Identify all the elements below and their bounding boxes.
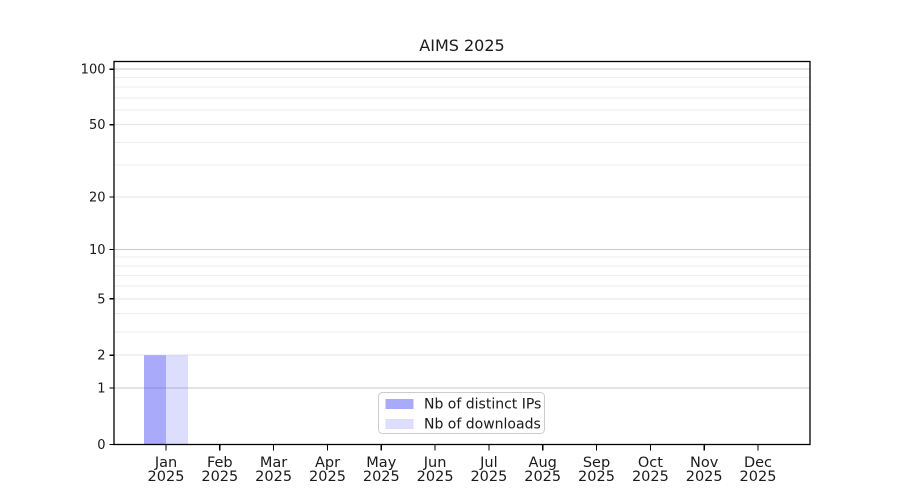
legend: Nb of distinct IPs Nb of downloads	[378, 392, 545, 434]
major-gridlines	[114, 68, 810, 389]
x-tick-label-dec: Dec	[744, 455, 772, 471]
x-tick-year-mar: 2025	[255, 469, 292, 485]
x-tick-year-sep: 2025	[578, 469, 615, 485]
y-tick-label-100: 100	[81, 63, 106, 78]
legend-label-distinct-ips: Nb of distinct IPs	[424, 397, 541, 413]
y-tick-label-5: 5	[97, 292, 105, 307]
x-tick-label-apr: Apr	[315, 455, 340, 471]
y-tick-label-0: 0	[97, 438, 105, 453]
x-tick-label-jan: Jan	[154, 455, 177, 471]
x-tick-year-may: 2025	[363, 469, 400, 485]
bar-nb-of-distinct-ips-jan	[144, 355, 166, 445]
x-tick-label-jul: Jul	[479, 455, 498, 471]
x-tick-label-feb: Feb	[207, 455, 233, 471]
x-tick-year-jan: 2025	[148, 469, 185, 485]
x-tick-year-feb: 2025	[201, 469, 238, 485]
legend-swatch-distinct-ips	[385, 399, 414, 409]
x-tick-year-oct: 2025	[632, 469, 669, 485]
y-tick-label-1: 1	[97, 382, 105, 397]
legend-label-downloads: Nb of downloads	[424, 417, 541, 433]
x-tick-year-aug: 2025	[524, 469, 561, 485]
x-tick-year-dec: 2025	[740, 469, 777, 485]
x-axis: Jan2025Feb2025Mar2025Apr2025May2025Jun20…	[148, 444, 777, 485]
y-tick-label-20: 20	[89, 190, 106, 205]
plot-border	[113, 60, 811, 446]
x-tick-label-may: May	[366, 455, 396, 471]
x-tick-label-oct: Oct	[638, 455, 663, 471]
minor-gridlines	[114, 77, 810, 333]
y-tick-label-10: 10	[89, 243, 106, 258]
chart-title: AIMS 2025	[419, 36, 504, 55]
y-tick-label-2: 2	[97, 349, 105, 364]
bars-layer	[144, 355, 188, 445]
bar-nb-of-downloads-jan	[166, 355, 188, 445]
y-axis: 0 1 2 5 10 20 50 100	[81, 63, 114, 453]
x-tick-year-nov: 2025	[686, 469, 723, 485]
x-tick-label-aug: Aug	[529, 455, 557, 471]
legend-swatch-downloads	[385, 419, 414, 429]
x-tick-label-mar: Mar	[260, 455, 287, 471]
legend-box	[378, 392, 545, 434]
x-tick-label-jun: Jun	[423, 455, 447, 471]
x-tick-label-sep: Sep	[583, 455, 610, 471]
x-tick-year-jun: 2025	[417, 469, 454, 485]
labeled-gridlines	[114, 124, 810, 356]
x-tick-year-apr: 2025	[309, 469, 346, 485]
x-tick-label-nov: Nov	[690, 455, 719, 471]
y-tick-label-50: 50	[89, 118, 106, 133]
x-tick-year-jul: 2025	[470, 469, 507, 485]
